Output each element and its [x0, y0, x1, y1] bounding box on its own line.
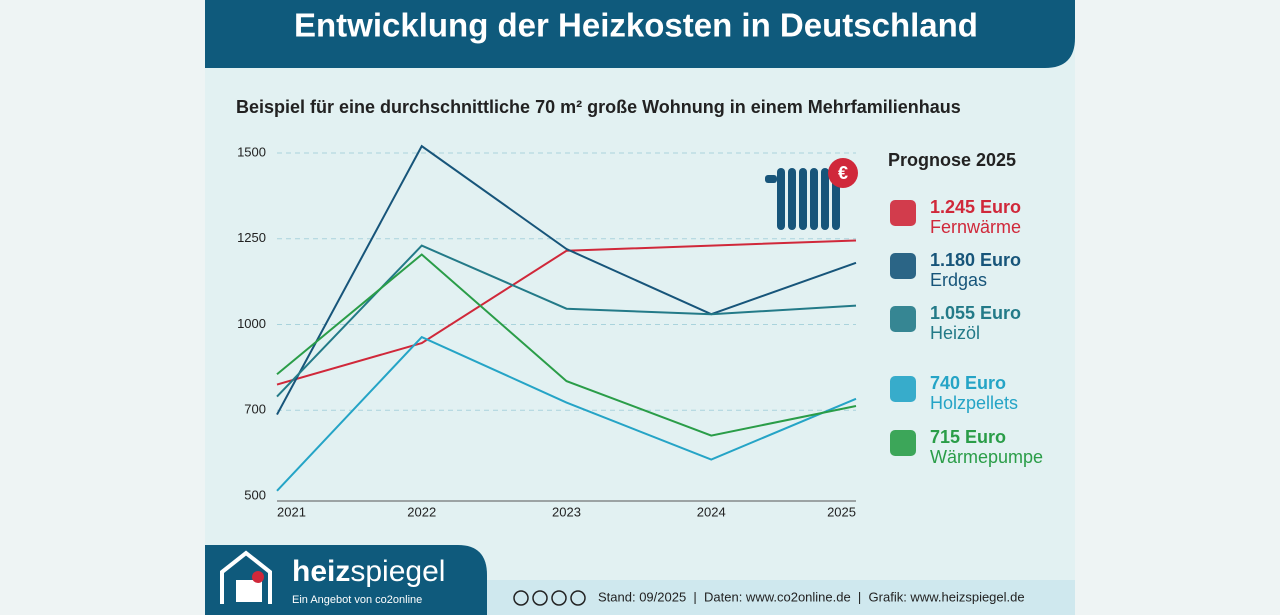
legend-name: Fernwärme	[930, 217, 1021, 237]
radiator-icon: €	[765, 158, 858, 230]
legend-name: Heizöl	[930, 323, 980, 343]
brand-band	[205, 545, 487, 615]
legend-icon	[890, 200, 916, 226]
x-tick-label: 2024	[697, 504, 726, 519]
legend-title: Prognose 2025	[888, 150, 1016, 170]
y-tick-label: 1250	[237, 230, 266, 245]
series-line	[276, 244, 857, 398]
legend-name: Erdgas	[930, 270, 987, 290]
series-line	[276, 144, 857, 416]
legend-icon	[890, 306, 916, 332]
x-tick-label: 2025	[827, 504, 856, 519]
legend-name: Wärmepumpe	[930, 447, 1043, 467]
y-tick-label: 1500	[237, 144, 266, 159]
x-tick-label: 2021	[277, 504, 306, 519]
subtitle: Beispiel für eine durchschnittliche 70 m…	[236, 97, 961, 117]
y-tick-label: 700	[244, 402, 266, 417]
svg-text:€: €	[838, 163, 848, 183]
series-line	[276, 253, 857, 437]
legend-value: 1.245 Euro	[930, 197, 1021, 217]
brand-b: spiegel	[350, 555, 445, 588]
brand-icon	[220, 550, 272, 604]
y-tick-label: 1000	[237, 316, 266, 331]
brand: heizspiegel	[292, 555, 445, 588]
title: Entwicklung der Heizkosten in Deutschlan…	[294, 7, 978, 44]
header-band	[205, 0, 1075, 68]
panel	[205, 0, 1075, 615]
legend-icon	[890, 376, 916, 402]
legend-value: 740 Euro	[930, 373, 1006, 393]
legend-name: Holzpellets	[930, 393, 1018, 413]
brand-a: heiz	[292, 555, 350, 588]
legend-icon	[890, 253, 916, 279]
credits: Stand: 09/2025 | Daten: www.co2online.de…	[598, 589, 1025, 604]
cc-icons	[513, 590, 586, 606]
legend-value: 1.180 Euro	[930, 250, 1021, 270]
x-tick-label: 2022	[407, 504, 436, 519]
series-line	[276, 239, 857, 386]
x-tick-label: 2023	[552, 504, 581, 519]
legend-value: 715 Euro	[930, 427, 1006, 447]
series-line	[276, 335, 857, 492]
tagline: Ein Angebot von co2online	[292, 594, 422, 606]
legend-value: 1.055 Euro	[930, 303, 1021, 323]
legend-icon	[890, 430, 916, 456]
y-tick-label: 500	[244, 487, 266, 502]
